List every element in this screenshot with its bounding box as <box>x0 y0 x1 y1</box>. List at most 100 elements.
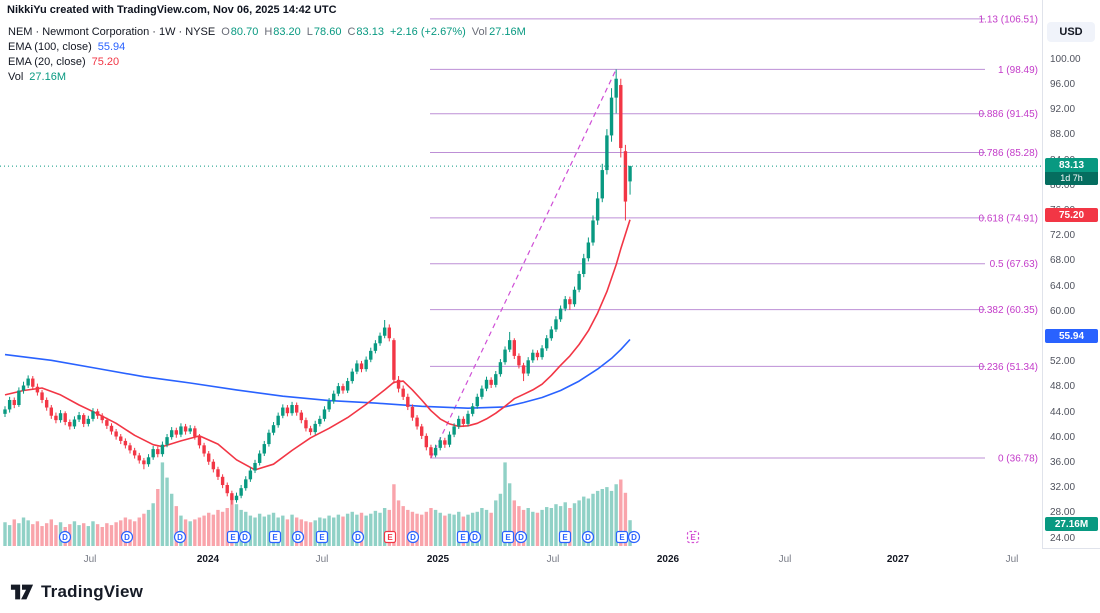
earnings-marker[interactable] <box>686 530 700 544</box>
ema100-line[interactable] <box>4 338 631 410</box>
symbol-legend-row[interactable]: NEM · Newmont Corporation · 1W · NYSE O8… <box>8 24 526 39</box>
volume-bar <box>257 513 262 546</box>
volume-bar <box>489 512 493 546</box>
candle-body <box>475 396 479 407</box>
dividend-marker[interactable] <box>291 530 305 544</box>
dividend-marker[interactable] <box>406 530 420 544</box>
volume-bar <box>470 512 475 546</box>
volume-bar <box>220 511 225 546</box>
fib-level-label: 0.886 (91.45) <box>979 109 1039 120</box>
candle-body <box>216 469 220 477</box>
volume-bar <box>373 510 378 546</box>
candlestick-chart-canvas[interactable]: 1.13 (106.51) 1 (98.49) 0.886 (91.45) 0.786… <box>0 0 1042 548</box>
earnings-marker[interactable] <box>383 530 397 544</box>
volume-bar <box>341 516 345 546</box>
candle-body <box>44 399 49 408</box>
volume-bar <box>17 523 21 546</box>
marker-letter: D <box>585 533 591 542</box>
price-tick-label: 88.00 <box>1050 129 1076 141</box>
fib-level-label: 0.382 (60.35) <box>979 305 1039 316</box>
candle-body <box>257 453 262 463</box>
marker-letter: D <box>242 533 248 542</box>
volume-value: 27.16M <box>29 70 66 83</box>
volume-bar <box>91 521 95 546</box>
ohlc-value: 78.60 <box>313 25 342 38</box>
candle-body <box>95 411 100 416</box>
earnings-marker[interactable] <box>315 530 329 544</box>
candle-body <box>480 388 484 397</box>
candle-body <box>119 436 123 441</box>
earnings-marker[interactable] <box>615 530 629 544</box>
volume-bar <box>248 515 253 546</box>
volume-bar <box>86 526 91 546</box>
dividend-marker[interactable] <box>627 530 641 544</box>
candle-body <box>169 430 174 438</box>
volume-bar <box>174 506 179 546</box>
volume-bar <box>563 502 567 546</box>
earnings-marker[interactable] <box>456 530 470 544</box>
volume-bar <box>271 512 276 546</box>
dividend-marker[interactable] <box>468 530 482 544</box>
tradingview-logo[interactable]: TradingView <box>10 581 143 603</box>
fib-level-label: 0 (36.78) <box>998 454 1038 465</box>
volume-bar <box>211 514 216 546</box>
dividend-marker[interactable] <box>238 530 252 544</box>
volume-bar <box>614 484 618 546</box>
earnings-marker[interactable] <box>501 530 515 544</box>
time-axis[interactable]: Jul 2024 Jul 2025 Jul 2026 Jul 2027 Jul <box>0 548 1042 574</box>
marker-letter: D <box>62 533 68 542</box>
candle-body <box>21 385 26 391</box>
price-tick-label: 36.00 <box>1050 456 1076 468</box>
candle-body <box>424 435 429 448</box>
candle-body <box>378 335 382 344</box>
volume-bar <box>480 508 484 546</box>
volume-bar <box>521 509 526 546</box>
price-tick-label: 92.00 <box>1050 104 1076 116</box>
candle-body <box>498 362 503 375</box>
indicator-row-ema100[interactable]: EMA (100, close) 55.94 <box>8 39 526 54</box>
earnings-marker[interactable] <box>226 530 240 544</box>
candle-body <box>420 426 424 436</box>
ema20-line[interactable] <box>4 219 631 471</box>
volume-bar <box>146 509 151 546</box>
candle-body <box>392 340 396 380</box>
dividend-marker[interactable] <box>58 530 72 544</box>
volume-bar <box>239 509 243 546</box>
dividend-marker[interactable] <box>120 530 134 544</box>
indicator-row-volume[interactable]: Vol 27.16M <box>8 69 526 84</box>
symbol-title: NEM · Newmont Corporation · 1W · NYSE <box>8 25 216 38</box>
earnings-marker[interactable] <box>268 530 282 544</box>
dividend-marker[interactable] <box>173 530 187 544</box>
volume-bar <box>290 514 294 546</box>
marker-letter: D <box>177 533 183 542</box>
currency-toggle-button[interactable]: USD <box>1047 22 1095 42</box>
candle-body <box>540 348 544 358</box>
volume-bar <box>605 487 609 546</box>
earnings-marker[interactable] <box>558 530 572 544</box>
dividend-marker[interactable] <box>581 530 595 544</box>
volume-bar <box>26 520 30 546</box>
candle-body <box>285 407 290 414</box>
volume-bar <box>498 493 503 546</box>
indicator-row-ema20[interactable]: EMA (20, close) 75.20 <box>8 54 526 69</box>
candle-body <box>105 420 109 426</box>
dividend-marker[interactable] <box>351 530 365 544</box>
candle-body <box>100 415 104 421</box>
candle-body <box>128 445 132 451</box>
volume-bar <box>12 519 16 546</box>
volume-bar <box>40 526 44 546</box>
volume-bar <box>429 508 433 546</box>
volume-bar <box>100 527 104 546</box>
volume-bar <box>549 508 554 546</box>
volume-value-badge: 27.16M <box>1045 517 1098 531</box>
price-tick-label: 72.00 <box>1050 230 1076 242</box>
price-tick-label: 24.00 <box>1050 532 1076 544</box>
candle-body <box>595 198 600 221</box>
candle-body <box>549 329 554 339</box>
volume-bar <box>526 508 530 546</box>
candle-body <box>49 407 53 416</box>
dividend-marker[interactable] <box>514 530 528 544</box>
volume-bar <box>507 483 512 546</box>
price-axis[interactable]: 100.0096.0092.0088.0084.0080.0076.0072.0… <box>1042 0 1100 548</box>
